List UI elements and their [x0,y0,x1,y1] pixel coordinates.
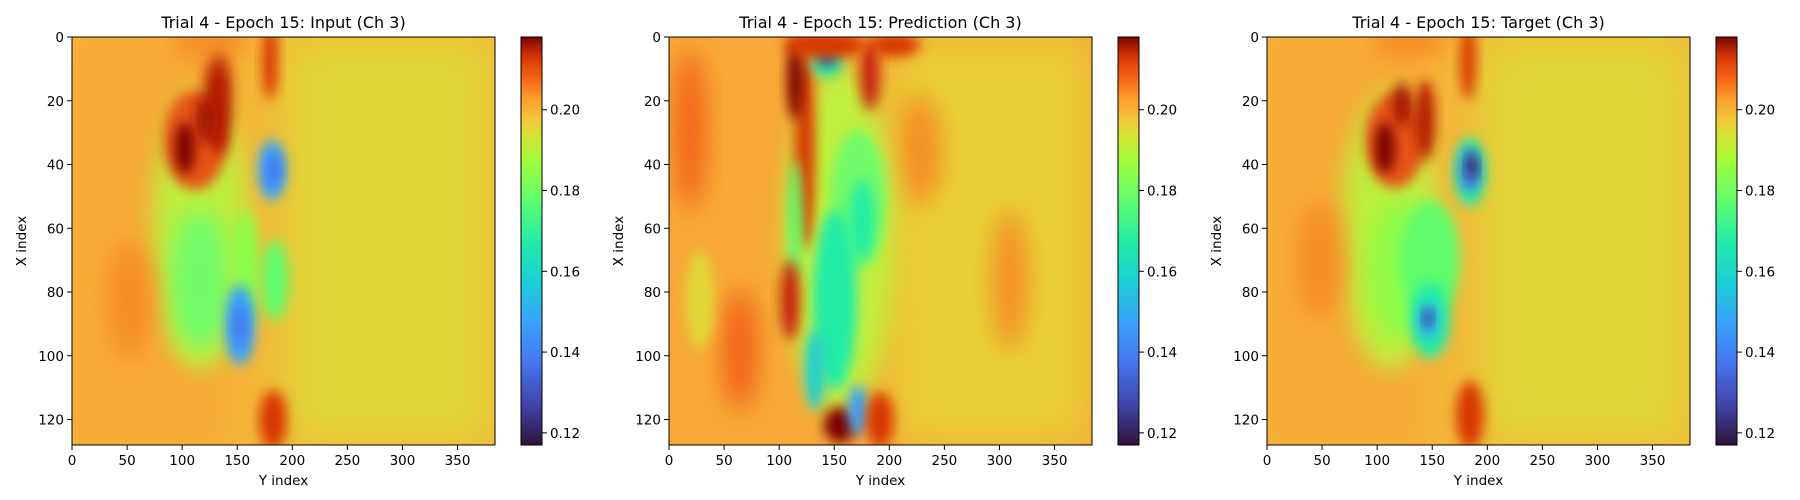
x-tick-label: 100 [766,453,792,469]
colorbar-tick-label: 0.12 [1147,426,1177,442]
x-tick-label: 50 [118,453,135,469]
y-axis: 0 20 40 60 80 100 120 [1233,30,1267,429]
colorbar-tick-label: 0.14 [550,345,580,361]
x-tick-label: 100 [1364,453,1390,469]
colorbar-tick-label: 0.14 [1745,345,1775,361]
y-tick-label: 20 [47,94,64,110]
y-tick-label: 40 [47,158,64,174]
x-tick-label: 50 [1313,453,1330,469]
colorbar [1716,37,1737,445]
colorbar-tick-label: 0.20 [1147,103,1177,119]
x-tick-label: 250 [1530,453,1556,469]
y-tick-label: 80 [1242,285,1259,301]
colorbar-tick-label: 0.20 [1745,103,1775,119]
x-tick-label: 150 [224,453,250,469]
x-axis: 0 50 100 150 200 250 300 350 [1263,445,1666,469]
heatmap-image [1267,37,1690,445]
colorbar-ticks: 0.12 0.14 0.16 0.18 0.20 [1139,103,1177,442]
colorbar-tick-label: 0.16 [1147,264,1177,280]
heatmap-image [72,37,495,445]
y-tick-label: 60 [1242,221,1259,237]
plot-frame [668,36,1093,446]
heatmap-image [669,37,1092,445]
x-tick-label: 350 [1042,453,1068,469]
y-tick-label: 20 [644,94,661,110]
x-tick-label: 300 [1585,453,1611,469]
y-tick-label: 100 [635,349,661,365]
x-tick-label: 350 [1640,453,1666,469]
panel-target: Trial 4 - Epoch 15: Target (Ch 3) 0 50 100… [1209,13,1775,489]
colorbar-tick-label: 0.16 [1745,264,1775,280]
x-tick-label: 0 [1263,453,1272,469]
y-tick-label: 80 [644,285,661,301]
x-tick-label: 300 [390,453,416,469]
y-tick-label: 80 [47,285,64,301]
y-axis-label: X index [611,216,627,266]
colorbar-tick-label: 0.20 [550,103,580,119]
y-axis-label: X index [14,216,30,266]
y-axis: 0 20 40 60 80 100 120 [38,30,72,429]
colorbar [521,37,542,445]
x-tick-label: 200 [876,453,902,469]
y-tick-label: 40 [644,158,661,174]
y-tick-label: 120 [635,413,661,429]
x-tick-label: 100 [169,453,195,469]
x-tick-label: 0 [665,453,674,469]
x-axis-label: Y index [855,473,905,489]
x-tick-label: 0 [68,453,77,469]
x-tick-label: 150 [821,453,847,469]
x-tick-label: 200 [1474,453,1500,469]
x-axis: 0 50 100 150 200 250 300 350 [68,445,471,469]
y-tick-label: 0 [55,30,64,46]
colorbar-tick-label: 0.18 [550,184,580,200]
chart-title: Trial 4 - Epoch 15: Input (Ch 3) [160,13,405,32]
panel-prediction: Trial 4 - Epoch 15: Prediction (Ch 3) [611,13,1177,489]
y-axis-label: X index [1209,216,1225,266]
x-tick-label: 250 [932,453,958,469]
colorbar-ticks: 0.12 0.14 0.16 0.18 0.20 [542,103,580,442]
colorbar-tick-label: 0.14 [1147,345,1177,361]
colorbar-tick-label: 0.12 [1745,426,1775,442]
x-axis-label: Y index [1453,473,1503,489]
x-axis-label: Y index [258,473,308,489]
colorbar-ticks: 0.12 0.14 0.16 0.18 0.20 [1737,103,1775,442]
colorbar-tick-label: 0.18 [1147,184,1177,200]
panel-input: Trial 4 - Epoch 15: Input (Ch 3) 0 50 100 1… [14,13,580,489]
plot-frame [1266,36,1691,446]
y-tick-label: 100 [38,349,64,365]
x-tick-label: 250 [335,453,361,469]
y-axis: 0 20 40 60 80 100 120 [635,30,669,429]
y-tick-label: 0 [652,30,661,46]
x-axis: 0 50 100 150 200 250 300 350 [665,445,1068,469]
y-tick-label: 120 [38,413,64,429]
x-tick-label: 150 [1419,453,1445,469]
y-tick-label: 60 [644,221,661,237]
chart-title: Trial 4 - Epoch 15: Prediction (Ch 3) [738,13,1021,32]
y-tick-label: 0 [1250,30,1259,46]
chart-title: Trial 4 - Epoch 15: Target (Ch 3) [1351,13,1604,32]
x-tick-label: 300 [987,453,1013,469]
y-tick-label: 40 [1242,158,1259,174]
colorbar-tick-label: 0.18 [1745,184,1775,200]
y-tick-label: 120 [1233,413,1259,429]
plot-frame [71,36,496,446]
colorbar-tick-label: 0.12 [550,426,580,442]
y-tick-label: 60 [47,221,64,237]
y-tick-label: 20 [1242,94,1259,110]
x-tick-label: 50 [715,453,732,469]
x-tick-label: 350 [445,453,471,469]
colorbar [1118,37,1139,445]
y-tick-label: 100 [1233,349,1259,365]
x-tick-label: 200 [279,453,305,469]
colorbar-tick-label: 0.16 [550,264,580,280]
